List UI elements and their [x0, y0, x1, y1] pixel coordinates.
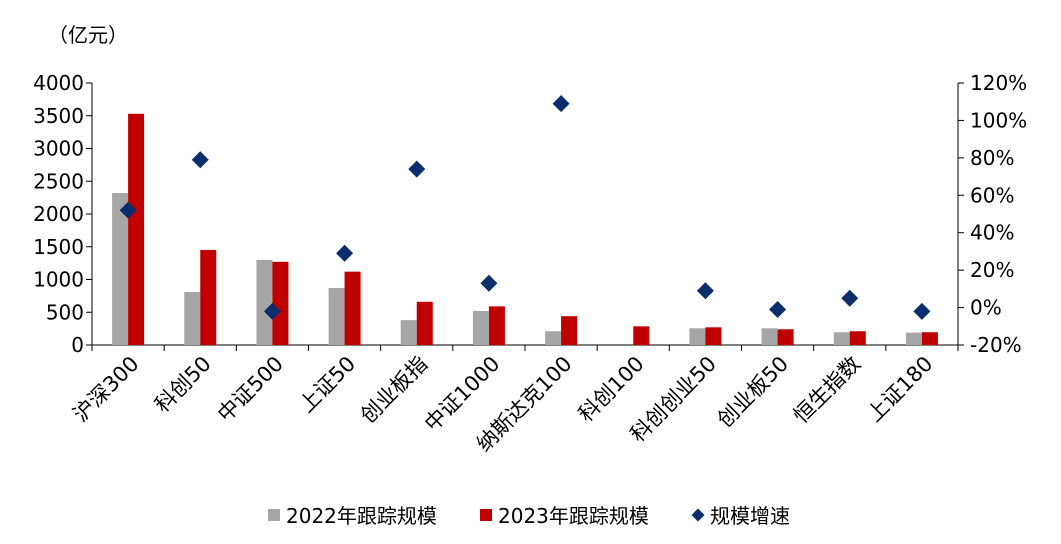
bar-2022	[545, 331, 562, 345]
x-tick-label: 上证50	[295, 352, 361, 418]
growth-marker	[336, 244, 354, 262]
x-tick-label: 创业板指	[356, 352, 432, 428]
legend-swatch-2022	[268, 509, 280, 521]
left-tick-label: 1000	[33, 268, 84, 292]
growth-marker	[408, 160, 426, 178]
bar-2023	[416, 301, 433, 345]
left-tick-label: 2500	[33, 169, 84, 193]
growth-marker	[263, 302, 281, 320]
right-y-axis: -20% 0% 20% 40% 60% 80% 100% 120%	[957, 71, 1027, 357]
bar-2022	[400, 320, 417, 345]
left-tick-label: 3000	[33, 137, 84, 161]
x-tick-label: 科创50	[150, 352, 216, 418]
growth-marker	[841, 289, 859, 307]
bar-2023	[561, 316, 578, 345]
bar-2023	[488, 306, 505, 345]
legend: 2022年跟踪规模 2023年跟踪规模 规模增速	[268, 504, 790, 528]
growth-marker	[191, 151, 209, 169]
bar-2022	[112, 193, 129, 345]
bar-2022	[833, 332, 850, 345]
bar-2022	[761, 328, 778, 345]
growth-marker	[913, 302, 931, 320]
bar-2023	[849, 331, 866, 345]
right-tick-label: 100%	[970, 108, 1027, 132]
x-tick-label: 中证500	[213, 352, 288, 427]
bar-2022	[256, 259, 273, 345]
bar-2022	[689, 328, 706, 345]
growth-marker	[552, 95, 570, 113]
left-tick-label: 3500	[33, 104, 84, 128]
bar-2023	[272, 261, 289, 345]
bars	[112, 113, 938, 345]
growth-marker	[119, 201, 137, 219]
bar-2023	[344, 271, 361, 345]
x-tick-label: 恒生指数	[789, 352, 865, 428]
legend-label: 2022年跟踪规模	[286, 504, 437, 528]
right-tick-label: 60%	[970, 183, 1014, 207]
bar-2023	[200, 250, 217, 345]
growth-marker	[480, 274, 498, 292]
y-axis-unit-label: （亿元）	[48, 23, 128, 47]
legend-swatch-growth	[691, 508, 705, 522]
growth-marker	[769, 300, 787, 318]
growth-marker	[696, 282, 714, 300]
left-tick-label: 1500	[33, 235, 84, 259]
legend-label: 2023年跟踪规模	[498, 504, 649, 528]
right-tick-label: 0%	[970, 296, 1002, 320]
bar-2023	[777, 329, 794, 345]
x-tick-label: 上证180	[862, 352, 937, 427]
bar-2022	[328, 288, 345, 345]
right-tick-label: 80%	[970, 146, 1014, 170]
bar-2023	[128, 113, 145, 345]
bar-2022	[905, 332, 922, 345]
x-tick-label: 科创100	[574, 352, 649, 427]
legend-label: 规模增速	[710, 504, 790, 528]
left-y-axis: 0 500 1000 1500 2000 2500 3000 3500 4000	[33, 71, 93, 357]
legend-swatch-2023	[480, 509, 492, 521]
bar-2023	[921, 332, 938, 345]
left-tick-label: 4000	[33, 71, 84, 95]
growth-markers	[119, 95, 931, 320]
right-tick-label: -20%	[970, 333, 1022, 357]
x-tick-label: 创业板50	[713, 352, 793, 432]
bar-2022	[184, 291, 201, 345]
bar-2022	[472, 310, 489, 345]
bar-2023	[705, 327, 722, 345]
left-tick-label: 2000	[33, 202, 84, 226]
right-tick-label: 120%	[970, 71, 1027, 95]
right-tick-label: 40%	[970, 221, 1014, 245]
right-tick-label: 20%	[970, 258, 1014, 282]
x-tick-label: 沪深300	[69, 352, 144, 427]
left-tick-label: 500	[46, 300, 84, 324]
bar-2023	[633, 326, 650, 345]
left-tick-label: 0	[71, 333, 84, 357]
